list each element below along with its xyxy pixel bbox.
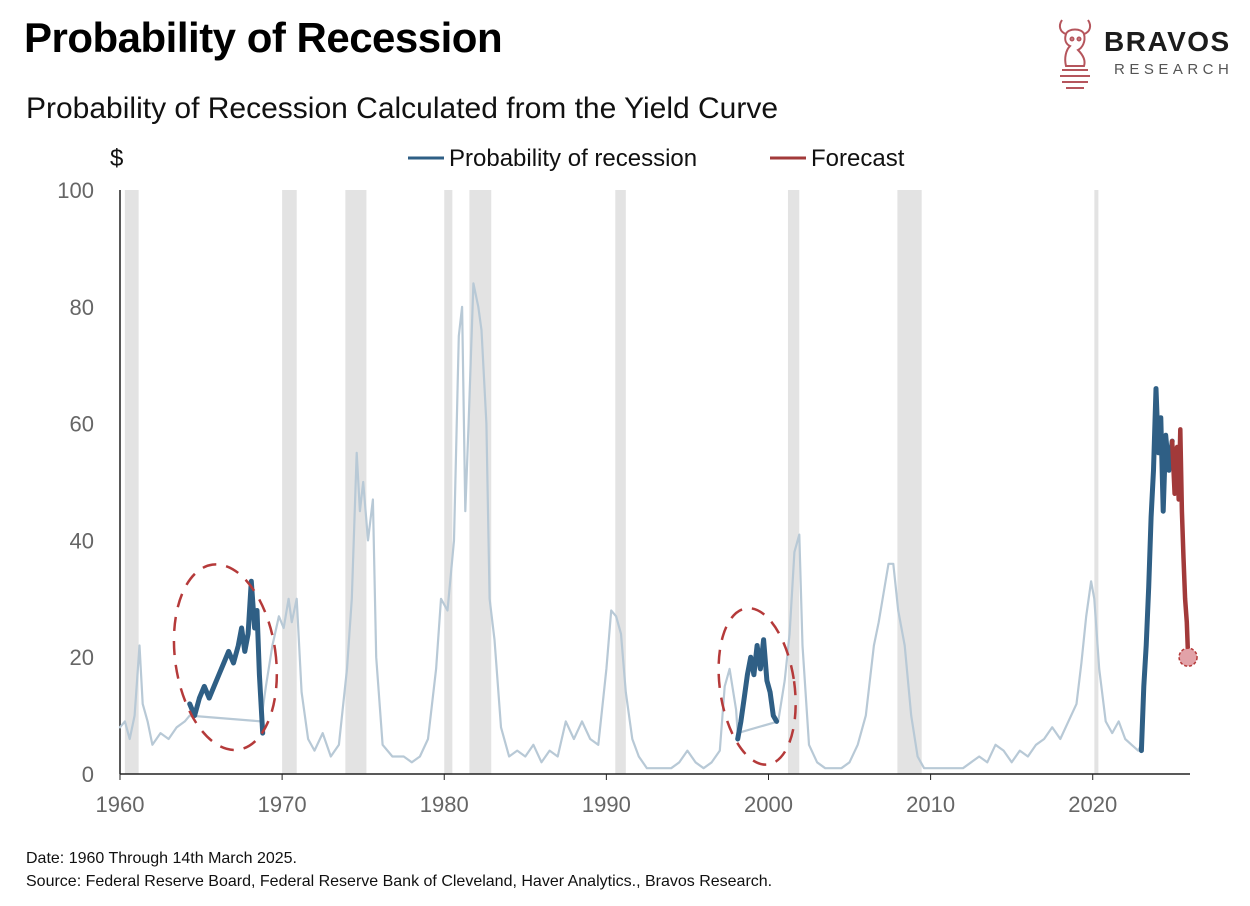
y-tick-label: 60: [70, 412, 94, 437]
y-tick-label: 100: [57, 178, 94, 203]
x-tick-label: 1960: [96, 792, 145, 817]
series-layer: [118, 282, 1191, 770]
chart-subtitle: Probability of Recession Calculated from…: [26, 92, 779, 125]
brand-sub: RESEARCH: [1114, 61, 1234, 78]
legend-label-forecast: Forecast: [811, 145, 905, 172]
recession-band-0: [124, 190, 139, 774]
y-axis-label: $: [110, 145, 123, 172]
highlight-ellipse-0: [172, 563, 279, 752]
series-line-highlight-2: [735, 637, 780, 742]
recession-band-4: [469, 190, 492, 774]
y-tick-label: 0: [82, 762, 94, 787]
y-tick-label: 40: [70, 528, 94, 553]
x-tick-label: 1990: [582, 792, 631, 817]
recession-band-1: [282, 190, 297, 774]
legend-label-probability: Probability of recession: [449, 145, 697, 172]
forecast-end-marker: [1178, 647, 1198, 667]
series-line-highlight-1: [187, 578, 266, 736]
highlight-ellipse-1: [717, 606, 797, 766]
series-line-forecast-4: [1169, 427, 1191, 660]
recession-band-3: [444, 190, 453, 774]
x-tick-label: 1980: [420, 792, 469, 817]
recession-band-8: [1094, 190, 1099, 774]
page-title: Probability of Recession: [24, 14, 503, 61]
y-tick-label: 20: [70, 645, 94, 670]
date-note: Date: 1960 Through 14th March 2025.: [26, 850, 297, 867]
recession-band-7: [897, 190, 922, 774]
source-note: Source: Federal Reserve Board, Federal R…: [26, 873, 773, 890]
recession-shading-layer: [124, 190, 1099, 774]
x-tick-label: 2010: [906, 792, 955, 817]
x-tick-label: 2020: [1068, 792, 1117, 817]
x-tick-label: 2000: [744, 792, 793, 817]
x-tick-label: 1970: [258, 792, 307, 817]
series-line-faded-0: [118, 282, 1143, 770]
brand-name: BRAVOS: [1104, 26, 1231, 57]
legend: $ Probability of recession Forecast: [110, 145, 905, 172]
series-line-highlight-3: [1138, 386, 1175, 754]
recession-band-5: [615, 190, 626, 774]
y-tick-label: 80: [70, 295, 94, 320]
bull-knight-icon: [1058, 19, 1092, 89]
recession-band-6: [787, 190, 800, 774]
annotation-layer: [172, 563, 1198, 766]
axis-layer: 0 20 40 60 80 100 1960 1970 1980 1990 2000 2010 2020: [57, 178, 1190, 817]
